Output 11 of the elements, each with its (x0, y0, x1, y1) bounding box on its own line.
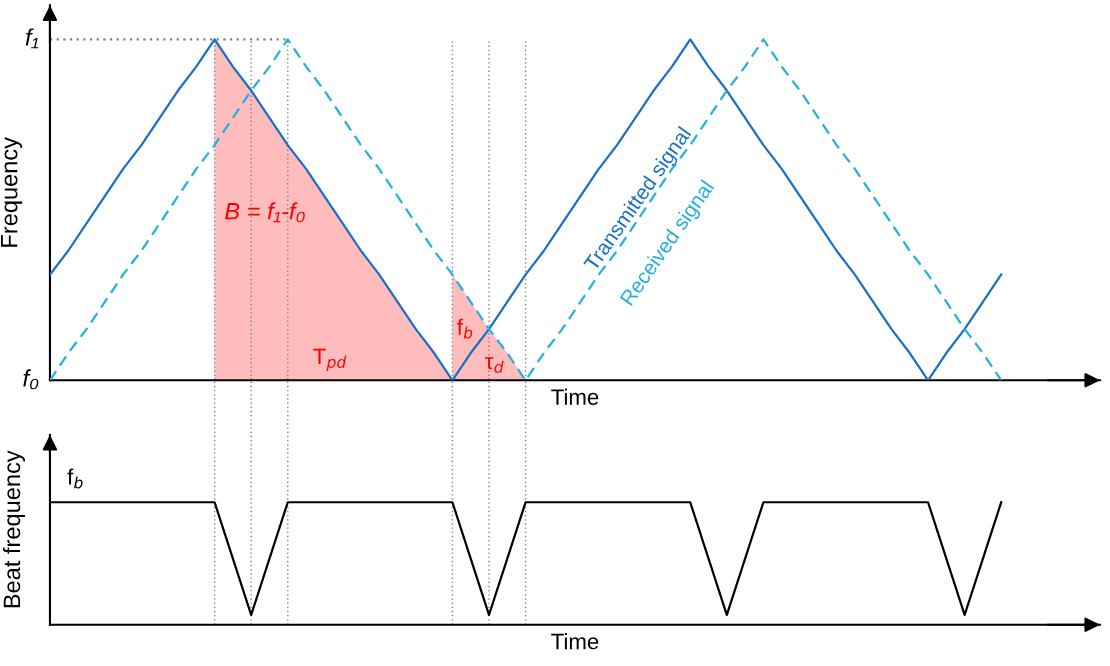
y-axis-title: Frequency (1, 137, 23, 247)
annotation: τ$_{d}$ (485, 357, 504, 373)
x-axis-title: Time (551, 633, 599, 650)
annotation: f$_{b}$ (457, 318, 473, 339)
x-axis-title: Time (551, 388, 599, 405)
text: f$_{b}$ (67, 468, 83, 489)
annotation: T$_{pd}$ (313, 348, 347, 371)
annotation: B = f₁-f₀ (225, 202, 305, 223)
y-axis-title: Beat frequency (2, 450, 25, 608)
text: f₀ (23, 369, 39, 390)
text: f₁ (25, 28, 39, 49)
